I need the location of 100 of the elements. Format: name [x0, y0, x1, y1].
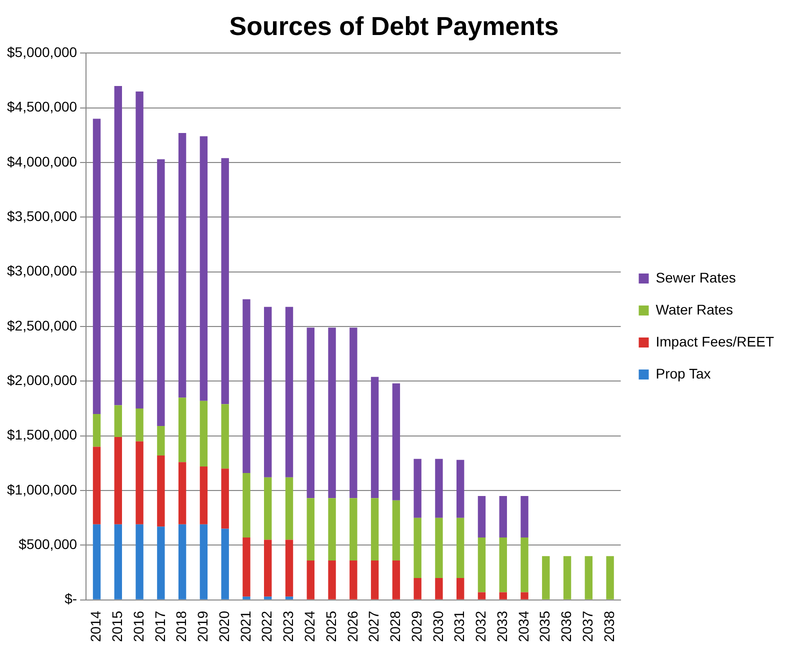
x-tick-label: 2033: [494, 610, 510, 642]
bar: [178, 398, 186, 462]
bar: [200, 400, 208, 466]
bar: [114, 405, 122, 437]
x-tick-label: 2035: [536, 610, 553, 642]
bar: [264, 596, 272, 600]
bar: [264, 477, 272, 540]
bar: [542, 556, 550, 600]
x-tick-label: 2030: [430, 610, 446, 642]
bar: [414, 458, 422, 518]
bar: [242, 473, 250, 538]
bar: [242, 538, 250, 597]
bar: [478, 592, 486, 600]
bar: [221, 158, 229, 404]
y-tick-label: $2,000,000: [6, 372, 78, 388]
bar: [157, 159, 165, 426]
bar: [178, 524, 186, 600]
x-tick-label: 2014: [88, 610, 104, 642]
bar: [350, 560, 358, 600]
bar: [435, 518, 443, 578]
bar: [264, 306, 272, 478]
chart-title: Sources of Debt Payments: [229, 10, 559, 41]
y-tick-label: $4,000,000: [6, 153, 78, 170]
x-tick-label: 2016: [130, 610, 146, 642]
bar: [563, 556, 572, 600]
bar: [92, 414, 101, 447]
x-tick-label: 2029: [408, 610, 424, 642]
bar: [92, 118, 101, 414]
bar: [157, 456, 165, 527]
bar: [435, 458, 443, 518]
bar: [157, 526, 165, 600]
bar: [456, 518, 464, 578]
bar: [392, 383, 400, 500]
y-tick-label: $5,000,000: [6, 44, 78, 60]
y-tick-label: $-: [64, 590, 78, 607]
bar: [306, 560, 314, 600]
bar: [350, 328, 358, 498]
x-tick-label: 2037: [580, 610, 596, 642]
x-tick-label: 2020: [216, 610, 232, 642]
bar: [606, 556, 614, 600]
x-tick-label: 2023: [280, 610, 296, 642]
x-tick-label: 2018: [173, 610, 190, 642]
bar: [157, 426, 165, 456]
x-tick-label: 2021: [237, 610, 254, 642]
x-tick-label: 2026: [344, 610, 360, 642]
bar: [392, 560, 400, 600]
bar: [136, 524, 144, 600]
y-tick-label: $1,000,000: [6, 481, 78, 498]
bar: [200, 524, 208, 600]
bar: [370, 376, 379, 498]
y-tick-label: $4,500,000: [6, 98, 78, 115]
bar: [285, 477, 294, 540]
bar: [499, 538, 507, 592]
bar: [200, 466, 208, 524]
x-tick-label: 2015: [109, 610, 126, 642]
y-tick-label: $500,000: [18, 536, 78, 552]
bar: [178, 133, 186, 398]
bar: [370, 560, 379, 600]
bar: [456, 460, 464, 518]
bar: [520, 496, 528, 538]
bar: [414, 578, 422, 600]
x-tick-label: 2025: [322, 610, 339, 642]
bar: [285, 306, 294, 478]
x-tick-label: 2031: [451, 610, 468, 642]
bar: [114, 524, 122, 600]
legend-label: Impact Fees/REET: [656, 333, 774, 350]
x-tick-label: 2024: [301, 610, 318, 642]
bar: [92, 524, 101, 600]
bar: [306, 498, 314, 560]
bar: [114, 86, 122, 406]
bar: [178, 462, 186, 524]
x-tick-label: 2019: [194, 610, 211, 642]
bar: [456, 578, 464, 600]
x-tick-label: 2036: [558, 610, 574, 642]
bar: [414, 518, 422, 578]
bar: [520, 592, 528, 600]
y-tick-label: $3,000,000: [6, 262, 78, 279]
bar: [520, 538, 528, 592]
bar: [478, 496, 486, 538]
x-tick-label: 2032: [472, 610, 489, 642]
bar: [499, 496, 507, 538]
bar: [328, 498, 336, 560]
bar: [370, 498, 379, 560]
bar: [114, 436, 122, 524]
bar: [136, 408, 144, 442]
bar: [392, 500, 400, 560]
legend-label: Prop Tax: [656, 365, 711, 382]
bar: [221, 528, 229, 600]
bar: [221, 404, 229, 469]
bar: [242, 596, 250, 600]
bar: [200, 136, 208, 401]
legend-label: Sewer Rates: [656, 269, 736, 286]
x-tick-label: 2034: [515, 610, 532, 642]
x-tick-label: 2038: [600, 610, 617, 642]
bar: [221, 468, 229, 529]
bar: [242, 299, 250, 474]
x-tick-label: 2027: [366, 610, 382, 642]
bar: [328, 328, 336, 498]
x-tick-label: 2022: [258, 610, 275, 642]
legend-label: Water Rates: [656, 301, 734, 318]
